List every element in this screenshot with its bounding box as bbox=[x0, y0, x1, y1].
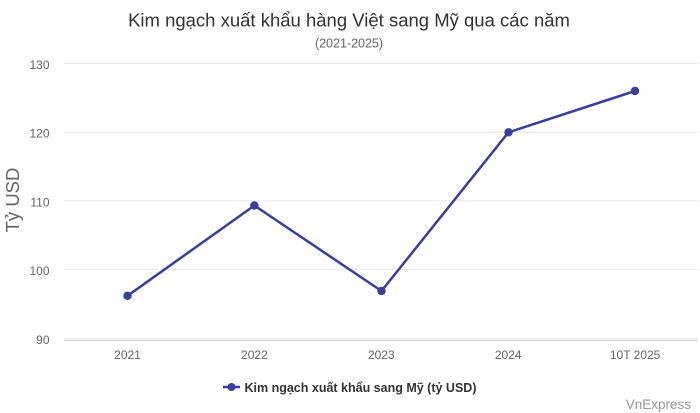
svg-text:90: 90 bbox=[36, 333, 50, 347]
svg-text:VnExpress: VnExpress bbox=[626, 397, 692, 412]
svg-text:2022: 2022 bbox=[241, 348, 268, 362]
svg-text:Kim ngạch xuất khẩu sang Mỹ (t: Kim ngạch xuất khẩu sang Mỹ (tỷ USD) bbox=[245, 381, 477, 395]
svg-text:Kim ngạch xuất khẩu hàng Việt: Kim ngạch xuất khẩu hàng Việt sang Mỹ qu… bbox=[128, 9, 570, 30]
svg-text:130: 130 bbox=[29, 58, 49, 72]
svg-text:120: 120 bbox=[29, 127, 49, 141]
svg-text:Tỷ USD: Tỷ USD bbox=[2, 168, 23, 233]
svg-text:110: 110 bbox=[30, 195, 49, 209]
svg-text:10T 2025: 10T 2025 bbox=[610, 348, 661, 362]
svg-text:(2021-2025): (2021-2025) bbox=[315, 37, 383, 51]
svg-text:100: 100 bbox=[29, 264, 49, 278]
svg-text:2023: 2023 bbox=[368, 348, 395, 362]
svg-text:2024: 2024 bbox=[495, 348, 522, 362]
svg-text:2021: 2021 bbox=[114, 348, 141, 362]
